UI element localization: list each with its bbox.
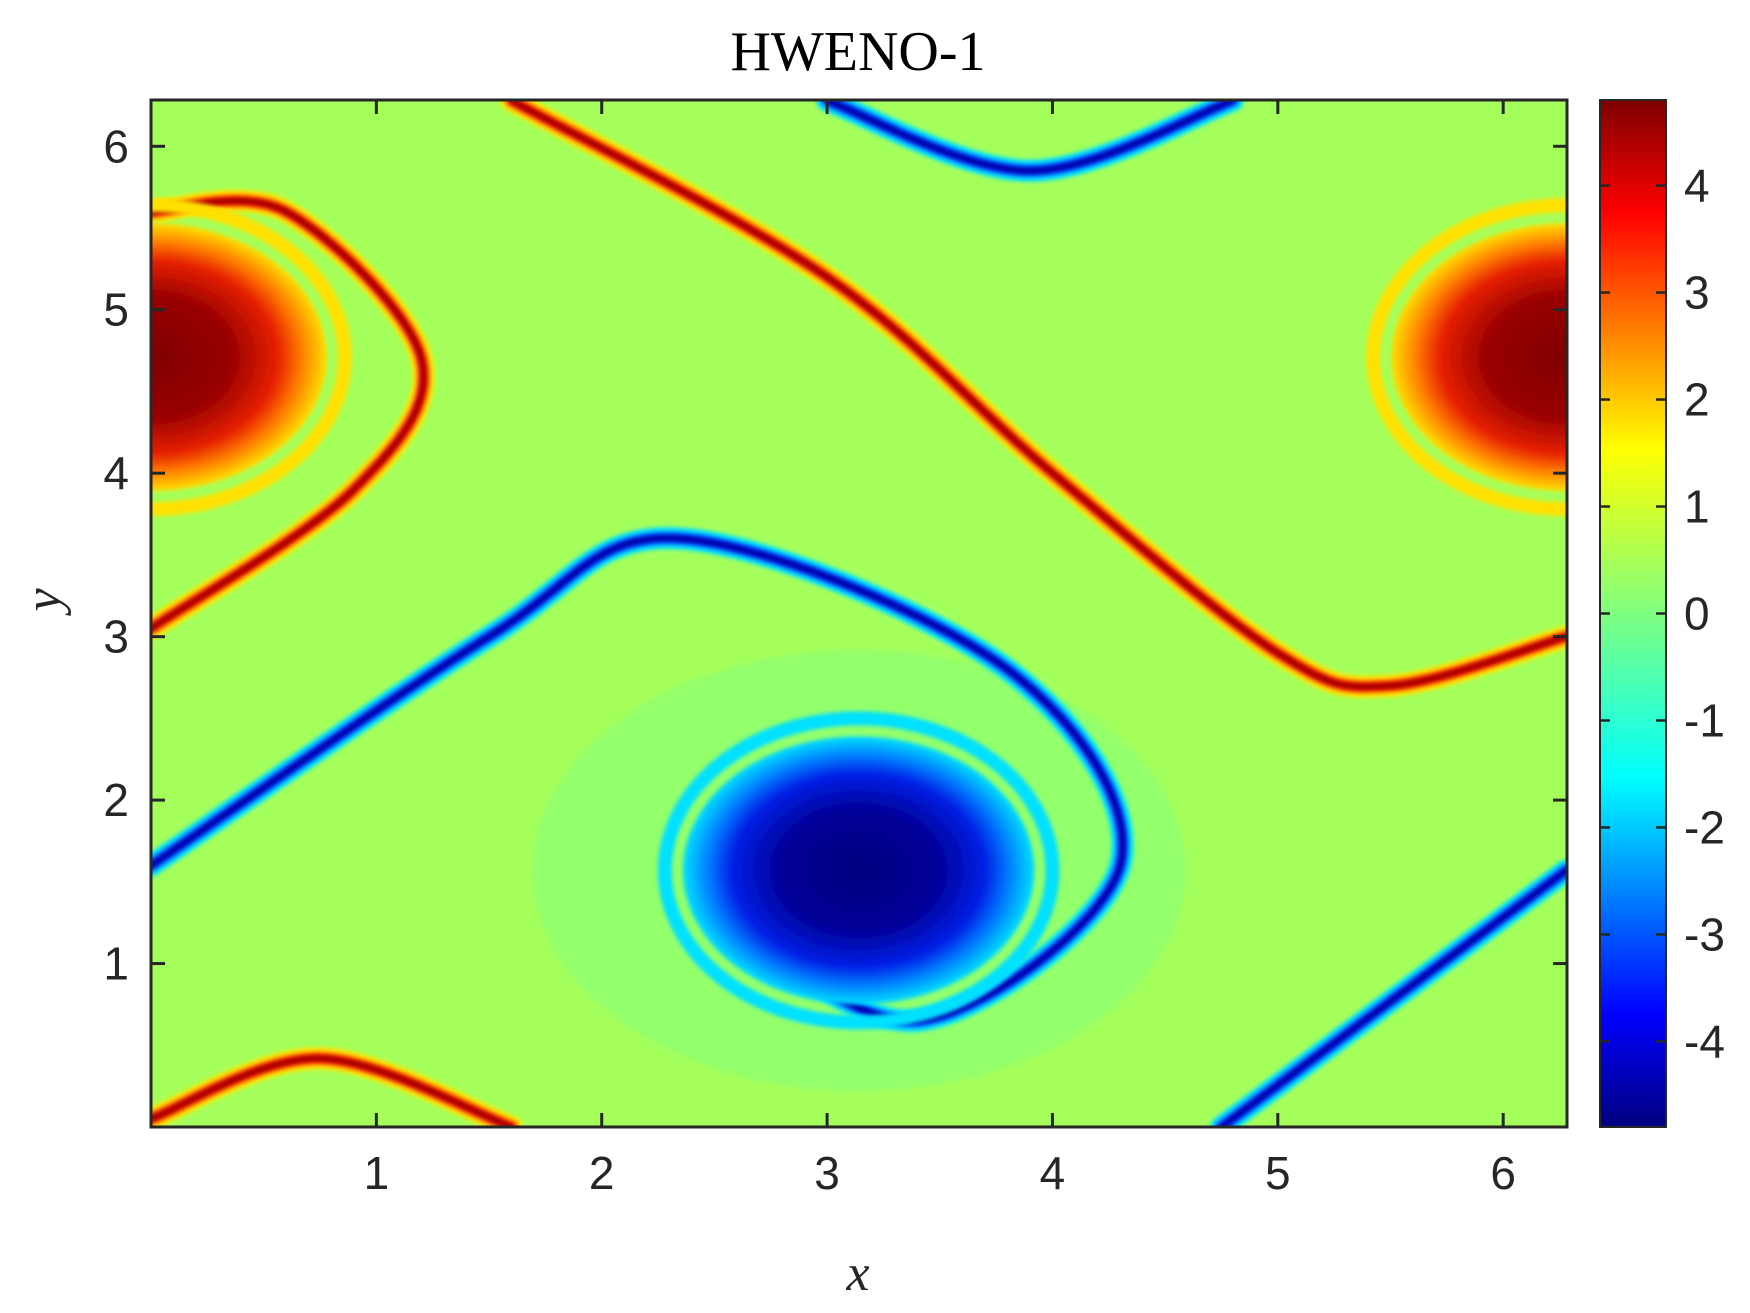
- colorbar: -4 -3 -2 -1 0 1 2 3 4: [1599, 99, 1725, 1128]
- y-axis-ticks: 1 2 3 4 5 6: [103, 120, 1567, 990]
- x-tick-label: 2: [589, 1147, 615, 1199]
- positive-diagonal-layer: [500, 100, 1567, 698]
- colorbar-tick-label: -1: [1684, 694, 1725, 746]
- heatmap-field: [151, 100, 1567, 1127]
- x-tick-label: 3: [814, 1147, 840, 1199]
- negative-top-arc: [816, 100, 1244, 182]
- negative-vortex-core: [657, 711, 1060, 1030]
- colorbar-tick-label: 2: [1684, 374, 1710, 426]
- colorbar-tick-label: 3: [1684, 267, 1710, 319]
- colorbar-tick-label: 0: [1684, 588, 1710, 640]
- x-tick-label: 1: [364, 1147, 390, 1199]
- x-axis-label: x: [845, 1245, 869, 1302]
- positive-bottom-arc: [151, 1047, 523, 1127]
- x-axis-ticks: 1 2 3 4 5 6: [364, 100, 1516, 1199]
- negative-lower-right-layer: [1210, 859, 1567, 1127]
- y-tick-label: 6: [103, 120, 129, 172]
- colorbar-gradient: [1599, 99, 1667, 1128]
- x-tick-label: 6: [1490, 1147, 1516, 1199]
- colorbar-tick-label: 1: [1684, 481, 1710, 533]
- x-tick-label: 5: [1265, 1147, 1291, 1199]
- y-tick-label: 5: [103, 284, 129, 336]
- chart-title: HWENO-1: [730, 21, 985, 83]
- y-axis-label: y: [15, 588, 72, 617]
- positive-shear-layer: [151, 189, 435, 640]
- y-tick-label: 1: [103, 938, 129, 990]
- plot-frame: [149, 98, 1569, 1129]
- y-tick-label: 3: [103, 611, 129, 663]
- positive-vortex-core: [151, 198, 1567, 517]
- y-tick-label: 2: [103, 774, 129, 826]
- y-tick-label: 4: [103, 447, 129, 499]
- colorbar-tick-label: -2: [1684, 801, 1725, 853]
- x-tick-label: 4: [1040, 1147, 1066, 1199]
- colorbar-tick-label: 4: [1684, 160, 1710, 212]
- plot-area: [149, 98, 1569, 1129]
- colorbar-ticks: -4 -3 -2 -1 0 1 2 3 4: [1600, 160, 1725, 1067]
- colorbar-tick-label: -4: [1684, 1015, 1725, 1067]
- colorbar-tick-label: -3: [1684, 908, 1725, 960]
